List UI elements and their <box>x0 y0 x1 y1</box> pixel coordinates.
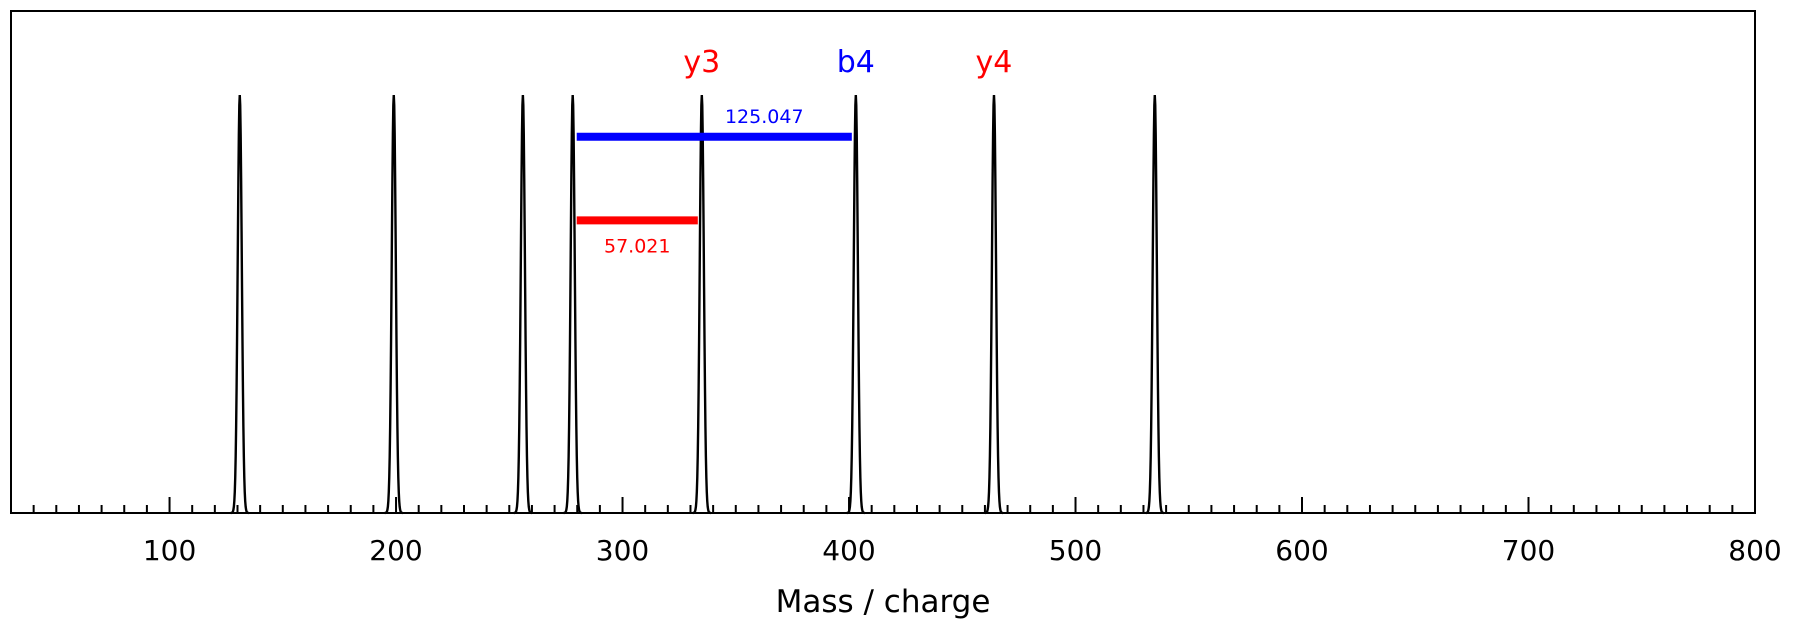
spectrum-peak <box>1145 94 1164 515</box>
spectrum-peak <box>846 94 865 515</box>
x-tick-label: 100 <box>143 534 196 567</box>
ion-labels: y3 b4 y4 <box>683 45 1012 80</box>
ion-label-b4: b4 <box>837 45 875 80</box>
x-tick-label: 300 <box>596 534 649 567</box>
x-tick-label: 700 <box>1502 534 1555 567</box>
plot-frame <box>10 10 1756 514</box>
x-tick-label: 600 <box>1275 534 1328 567</box>
ion-label-y3: y3 <box>683 45 720 80</box>
x-tick-label: 800 <box>1728 534 1781 567</box>
x-tick-label: 500 <box>1049 534 1102 567</box>
spectrum-peak <box>692 94 711 515</box>
x-axis-tick-labels: 100 200 300 400 500 600 700 800 <box>143 534 1782 567</box>
mass-difference-label: 57.021 <box>604 235 670 257</box>
spectrum-trace <box>11 94 1164 515</box>
spectrum-peak <box>513 94 533 515</box>
spectrum-peak <box>230 94 249 515</box>
mass-difference-label: 125.047 <box>725 106 804 128</box>
spectrum-peak <box>984 94 1004 515</box>
ion-label-y4: y4 <box>976 45 1013 80</box>
x-tick-label: 400 <box>822 534 875 567</box>
mass-difference-annotations: 125.047 57.021 <box>576 106 852 257</box>
x-axis-label: Mass / charge <box>776 584 991 620</box>
x-tick-label: 200 <box>369 534 422 567</box>
x-axis-ticks <box>10 497 1734 513</box>
spectrum-peak <box>384 94 403 515</box>
spectrum-peak <box>563 94 582 515</box>
